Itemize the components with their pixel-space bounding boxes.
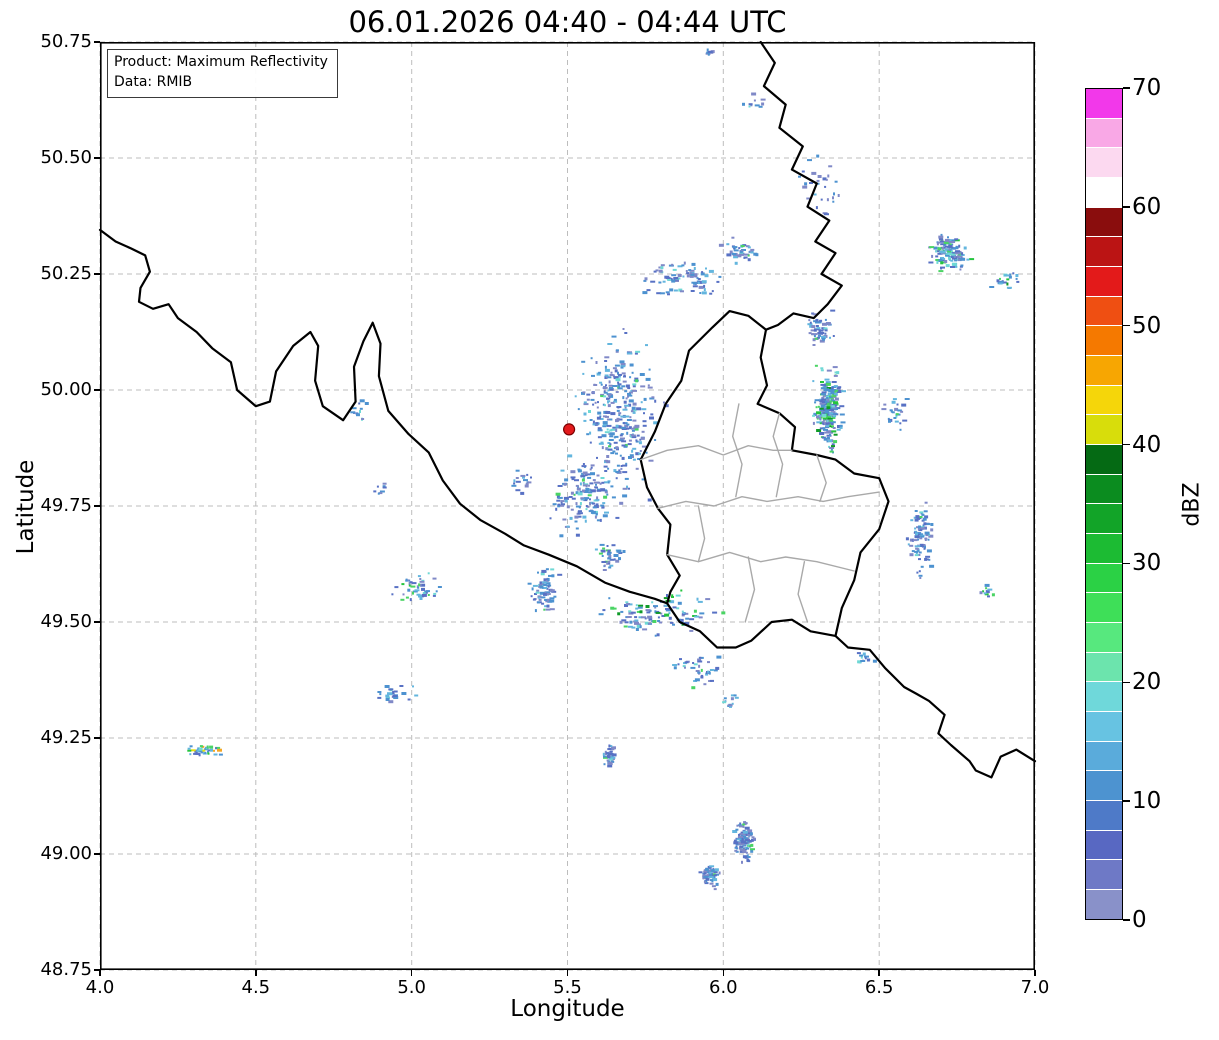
- colorbar-segment: [1086, 622, 1122, 652]
- colorbar-segment: [1086, 414, 1122, 445]
- colorbar-segment: [1086, 117, 1122, 148]
- y-tick-label: 49.25: [40, 727, 92, 748]
- colorbar-segment: [1086, 355, 1122, 385]
- colorbar-tick-label: 70: [1132, 75, 1162, 101]
- x-tick-mark: [566, 970, 569, 976]
- x-axis-label: Longitude: [510, 996, 625, 1022]
- x-tick-mark: [722, 970, 725, 976]
- colorbar-segment: [1086, 889, 1122, 919]
- y-tick-mark: [94, 157, 100, 159]
- x-tick-mark: [410, 970, 413, 976]
- x-tick-mark: [878, 970, 880, 976]
- colorbar-tick-mark: [1123, 87, 1130, 89]
- x-tick-mark: [99, 970, 101, 976]
- colorbar-segment: [1086, 800, 1122, 830]
- colorbar-segment: [1086, 473, 1122, 504]
- x-tick-label: 6.5: [864, 977, 894, 998]
- y-tick-mark: [94, 853, 100, 855]
- colorbar-tick-label: 40: [1132, 431, 1162, 458]
- colorbar-segment: [1086, 325, 1122, 356]
- colorbar-segment: [1086, 562, 1122, 593]
- colorbar-segment: [1086, 444, 1122, 474]
- colorbar-tick-label: 50: [1132, 312, 1162, 339]
- y-tick-mark: [94, 273, 100, 275]
- y-tick-mark: [94, 621, 100, 623]
- y-tick-label: 50.25: [40, 263, 92, 284]
- colorbar-segment: [1086, 829, 1122, 860]
- colorbar-segment: [1086, 266, 1122, 296]
- x-tick-mark: [255, 970, 257, 976]
- colorbar-segment: [1086, 503, 1122, 534]
- x-tick-label: 5.0: [397, 977, 426, 998]
- colorbar-segment: [1086, 681, 1122, 712]
- y-tick-label: 50.50: [40, 147, 92, 168]
- y-tick-label: 49.50: [40, 611, 92, 632]
- y-tick-mark: [94, 505, 100, 507]
- data-source-line: Data: RMIB: [114, 74, 193, 91]
- colorbar-tick-label: 20: [1132, 669, 1162, 696]
- colorbar-segment: [1086, 89, 1122, 118]
- colorbar-label: dBZ: [1179, 482, 1205, 527]
- colorbar-tick-mark: [1123, 681, 1130, 684]
- colorbar-segment: [1086, 236, 1122, 267]
- colorbar-segment: [1086, 859, 1122, 890]
- y-tick-mark: [94, 737, 100, 739]
- colorbar-tick-label: 10: [1132, 788, 1162, 815]
- y-tick-label: 49.75: [40, 495, 92, 516]
- colorbar-segment: [1086, 384, 1122, 415]
- colorbar-segment: [1086, 592, 1122, 623]
- y-tick-label: 50.00: [40, 379, 92, 400]
- colorbar-segment: [1086, 651, 1122, 682]
- y-tick-mark: [94, 969, 100, 971]
- colorbar-tick-mark: [1123, 324, 1130, 327]
- colorbar-tick-mark: [1123, 919, 1130, 921]
- y-tick-label: 48.75: [40, 959, 92, 980]
- colorbar-segment: [1086, 740, 1122, 771]
- map-plot: Product: Maximum Reflectivity Data: RMIB: [98, 40, 1037, 971]
- colorbar: [1085, 88, 1123, 920]
- colorbar-segment: [1086, 295, 1122, 326]
- colorbar-tick-mark: [1123, 443, 1130, 446]
- colorbar-segment: [1086, 533, 1122, 563]
- x-tick-label: 6.0: [709, 977, 738, 998]
- colorbar-segment: [1086, 147, 1122, 178]
- colorbar-tick-label: 30: [1132, 550, 1162, 577]
- x-tick-label: 5.5: [553, 977, 582, 998]
- colorbar-tick-mark: [1123, 800, 1130, 802]
- figure-title: 06.01.2026 04:40 - 04:44 UTC: [348, 5, 787, 39]
- colorbar-tick-label: 0: [1132, 907, 1147, 933]
- colorbar-tick-mark: [1123, 206, 1130, 208]
- colorbar-segment: [1086, 711, 1122, 741]
- colorbar-segment: [1086, 770, 1122, 801]
- product-line: Product: Maximum Reflectivity: [114, 54, 328, 70]
- x-tick-label: 4.5: [241, 977, 271, 998]
- y-tick-mark: [94, 389, 100, 391]
- colorbar-tick-mark: [1123, 562, 1130, 565]
- colorbar-segment: [1086, 177, 1122, 207]
- y-tick-label: 49.00: [40, 843, 92, 864]
- x-tick-label: 4.0: [85, 977, 115, 998]
- map-canvas: [98, 40, 1037, 971]
- colorbar-tick-label: 60: [1132, 193, 1162, 220]
- y-tick-mark: [94, 41, 100, 43]
- x-tick-mark: [1034, 970, 1036, 976]
- product-info-box: Product: Maximum Reflectivity Data: RMIB: [107, 49, 338, 98]
- colorbar-segment: [1086, 206, 1122, 237]
- x-tick-label: 7.0: [1020, 977, 1050, 998]
- y-tick-label: 50.75: [40, 31, 92, 52]
